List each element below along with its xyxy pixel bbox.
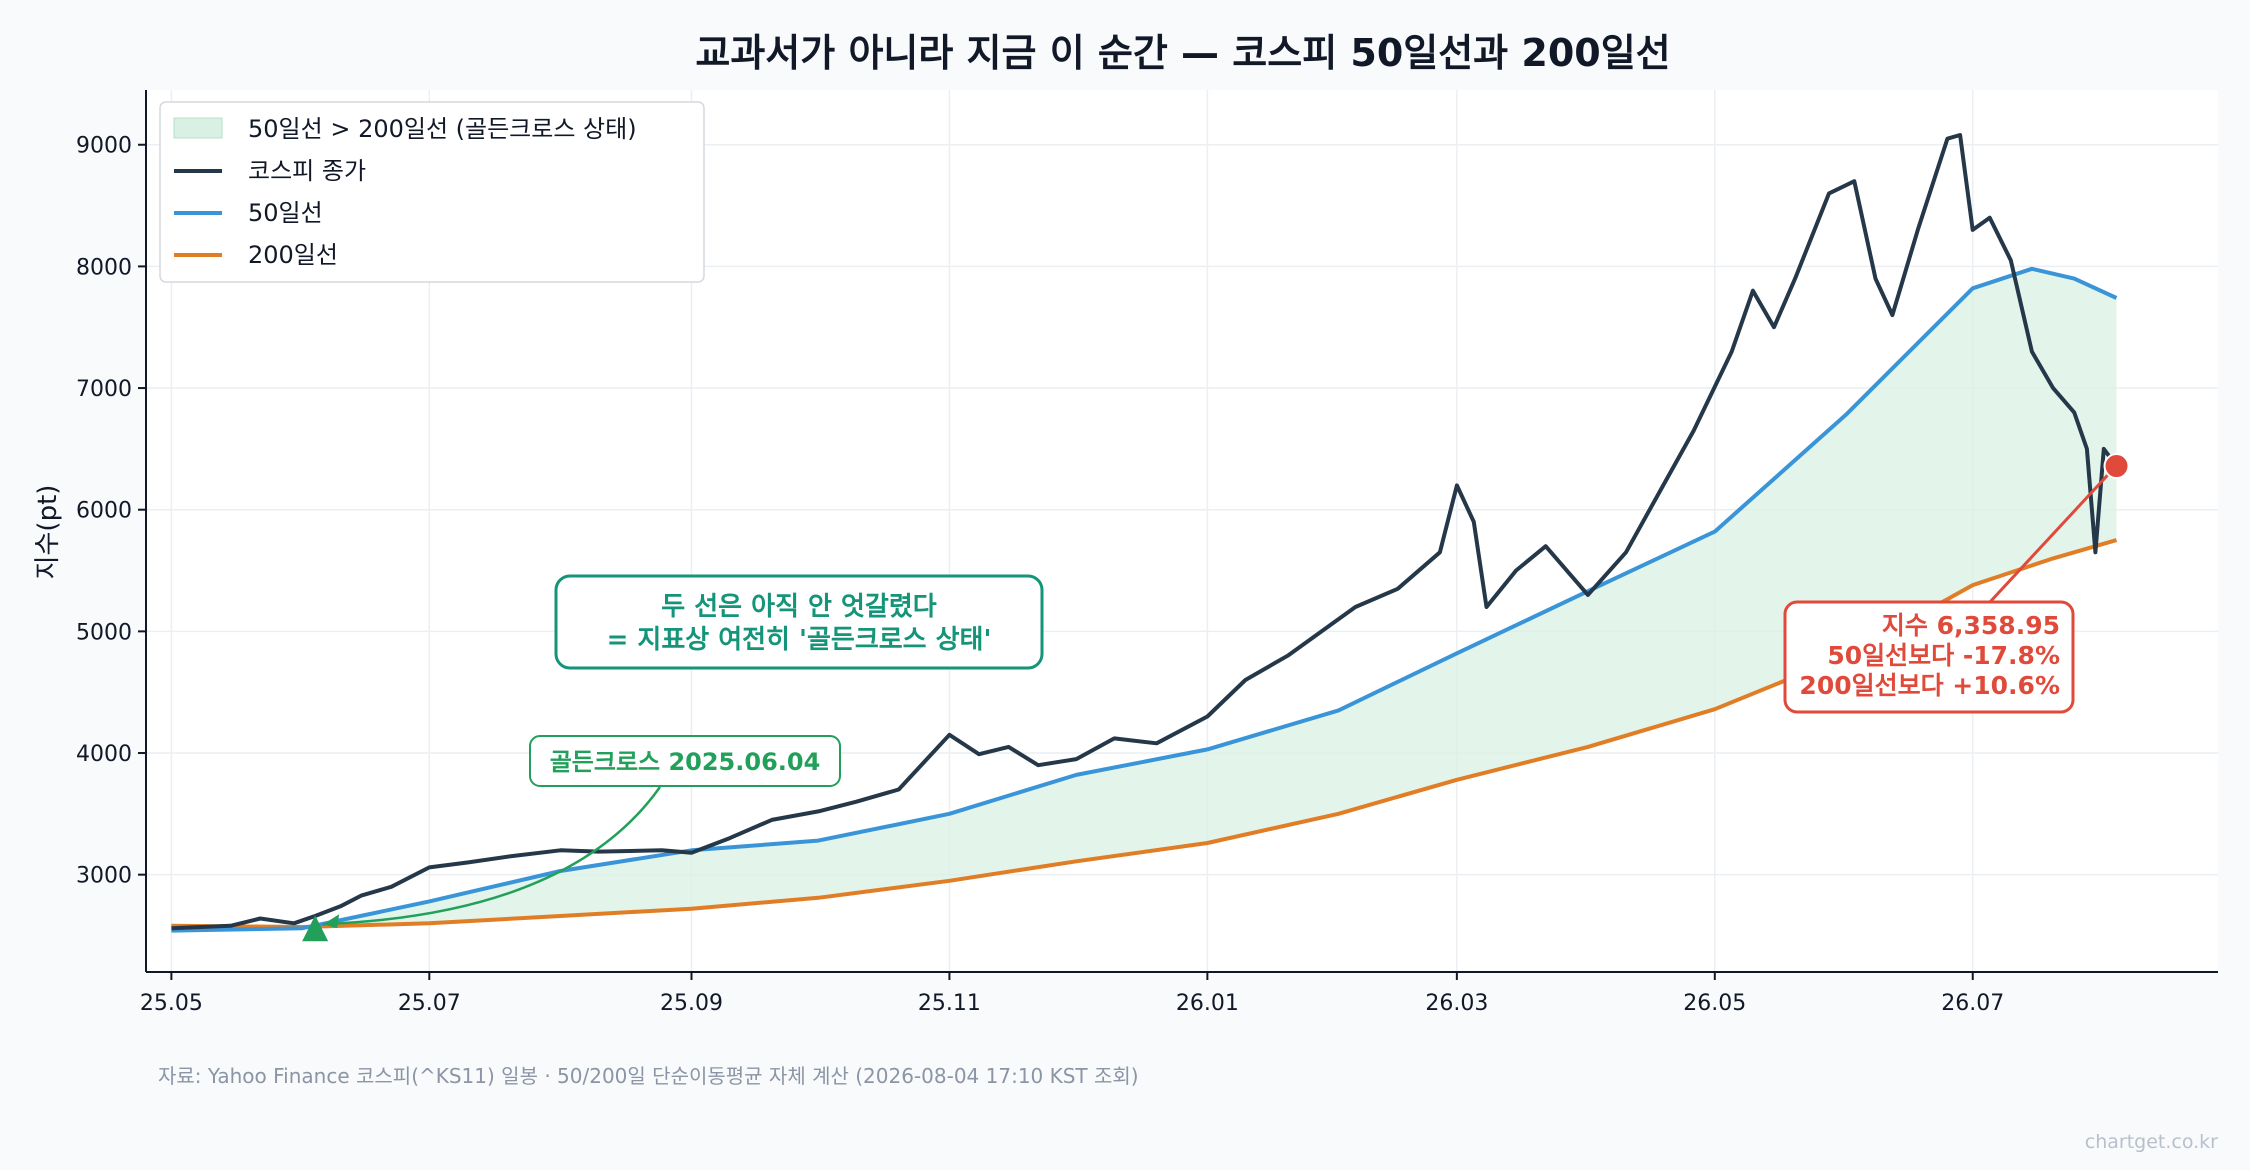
x-tick-label: 25.05	[140, 991, 203, 1016]
y-axis-label: 지수(pt)	[33, 485, 63, 580]
x-tick-label: 25.11	[918, 991, 981, 1016]
ma50-line	[171, 266, 2118, 933]
x-ticks: 25.05 25.07 25.09 25.11 26.01 26.03 26.05 26.07	[140, 972, 2004, 1016]
status-note-box	[554, 574, 1044, 670]
current-index-text: 지수 6,358.95	[1882, 611, 2060, 640]
y-tick-label: 3000	[76, 864, 132, 889]
y-tick-label: 9000	[76, 134, 132, 159]
kospi-close-line	[171, 133, 2119, 931]
y-tick-label: 4000	[76, 742, 132, 767]
current-annotation: 지수 6,358.95 50일선보다 -17.8% 200일선보다 +10.6%	[1783, 453, 2130, 714]
golden-cross-area	[315, 268, 2117, 927]
x-tick-label: 25.09	[660, 991, 723, 1016]
current-vs-ma200-text: 200일선보다 +10.6%	[1799, 671, 2060, 700]
watermark: chartget.co.kr	[2085, 1131, 2218, 1153]
legend: 50일선 > 200일선 (골든크로스 상태) 코스피 종가 50일선 200일…	[159, 101, 705, 283]
status-note: 두 선은 아직 안 엇갈렸다 = 지표상 여전히 '골든크로스 상태'	[554, 574, 1044, 670]
x-tick-label: 26.01	[1176, 991, 1239, 1016]
legend-label-fill: 50일선 > 200일선 (골든크로스 상태)	[248, 115, 637, 143]
current-point	[2103, 453, 2130, 480]
current-label-box	[1783, 600, 2075, 714]
legend-swatch-fill	[173, 117, 223, 139]
y-tick-label: 6000	[76, 499, 132, 524]
golden-cross-arrow	[323, 786, 662, 926]
current-vs-ma50-text: 50일선보다 -17.8%	[1827, 641, 2060, 670]
source-note: 자료: Yahoo Finance 코스피(^KS11) 일봉 · 50/200…	[158, 1064, 1139, 1088]
y-ticks: 3000 4000 5000 6000 7000 8000 9000	[76, 134, 146, 889]
legend-label-close: 코스피 종가	[248, 157, 366, 185]
legend-label-ma200: 200일선	[248, 241, 338, 269]
golden-cross-arrowhead	[323, 914, 340, 929]
x-tick-label: 26.07	[1941, 991, 2004, 1016]
legend-label-ma50: 50일선	[248, 199, 323, 227]
x-tick-label: 26.03	[1425, 991, 1488, 1016]
y-tick-label: 7000	[76, 377, 132, 402]
chart-title: 교과서가 아니라 지금 이 순간 — 코스피 50일선과 200일선	[695, 31, 1670, 75]
y-tick-label: 5000	[76, 620, 132, 645]
status-note-line-1: 두 선은 아직 안 엇갈렸다	[661, 592, 936, 622]
status-note-line-2: = 지표상 여전히 '골든크로스 상태'	[607, 625, 992, 655]
golden-cross-annotation: 골든크로스 2025.06.04	[302, 735, 841, 942]
golden-cross-label: 골든크로스 2025.06.04	[550, 748, 821, 776]
x-tick-label: 25.07	[398, 991, 461, 1016]
y-tick-label: 8000	[76, 255, 132, 280]
golden-cross-label-box	[529, 735, 841, 787]
x-tick-label: 26.05	[1683, 991, 1746, 1016]
legend-box	[159, 101, 705, 283]
current-leader-line	[1988, 471, 2112, 604]
golden-cross-marker	[302, 915, 329, 942]
